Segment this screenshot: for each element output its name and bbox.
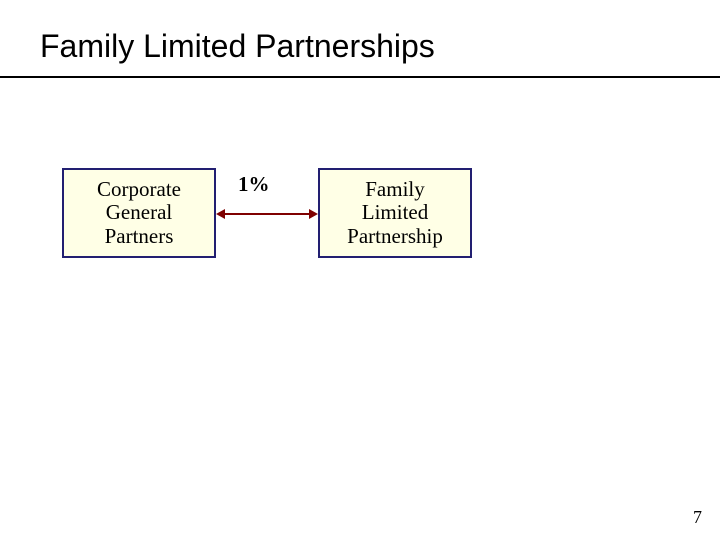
node-text: Partnership — [347, 225, 443, 249]
double-arrow-icon — [206, 204, 328, 224]
slide-title: Family Limited Partnerships — [40, 28, 435, 65]
slide: Family Limited Partnerships Corporate Ge… — [0, 0, 720, 540]
node-corporate-gp: Corporate General Partners — [62, 168, 216, 258]
node-text: General — [106, 201, 172, 225]
node-flp: Family Limited Partnership — [318, 168, 472, 258]
node-text: Limited — [362, 201, 429, 225]
page-number: 7 — [693, 507, 702, 528]
edge-label: 1% — [238, 172, 270, 197]
node-text: Family — [365, 178, 425, 202]
title-underline — [0, 76, 720, 78]
node-text: Partners — [105, 225, 174, 249]
node-text: Corporate — [97, 178, 181, 202]
